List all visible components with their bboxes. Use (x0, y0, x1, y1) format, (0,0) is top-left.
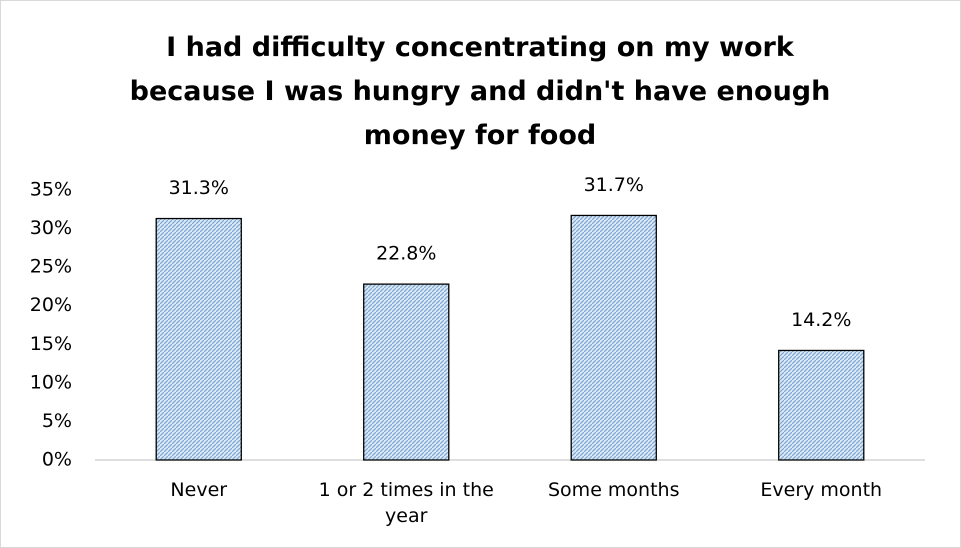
y-tick-label: 30% (30, 217, 72, 239)
y-tick-label: 35% (30, 179, 72, 201)
bar (363, 283, 450, 461)
y-tick-label: 25% (30, 256, 72, 278)
y-tick-label: 5% (42, 410, 72, 432)
y-tick-label: 0% (42, 449, 72, 471)
x-tick-label: Some months (548, 479, 680, 501)
data-label: 31.3% (169, 177, 229, 199)
chart-title: I had difficulty concentrating on my wor… (129, 32, 831, 151)
y-tick-label: 20% (30, 294, 72, 316)
x-tick-label: 1 or 2 times in the year (318, 479, 494, 527)
data-label: 31.7% (584, 174, 644, 196)
x-tick-label: Never (170, 479, 228, 501)
data-label: 22.8% (376, 243, 436, 265)
data-label: 14.2% (791, 309, 851, 331)
bar (155, 217, 242, 461)
y-tick-label: 10% (30, 371, 72, 393)
y-tick-label: 15% (30, 333, 72, 355)
bar (778, 349, 865, 461)
x-tick-label: Every month (760, 479, 883, 501)
bar (570, 214, 657, 461)
